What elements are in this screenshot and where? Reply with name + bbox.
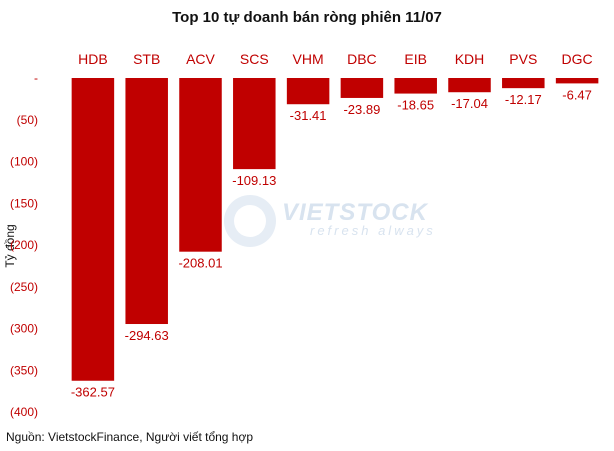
y-tick-label: (400)	[10, 405, 38, 419]
vietstock-watermark: VIETSTOCK refresh always	[224, 195, 436, 247]
category-label: DGC	[562, 51, 593, 67]
bar	[179, 78, 222, 252]
y-axis-ticks: - (50) (100) (150) (200) (250) (300) (350) (400)	[10, 71, 38, 419]
category-labels: HDB STB ACV SCS VHM DBC EIB KDH PVS DGC	[78, 51, 593, 67]
value-label: -12.17	[505, 92, 542, 107]
y-tick-label: (250)	[10, 280, 38, 294]
value-label: -31.41	[290, 108, 327, 123]
category-label: PVS	[509, 51, 537, 67]
category-label: VHM	[293, 51, 324, 67]
value-label: -109.13	[232, 173, 276, 188]
bar	[502, 78, 545, 89]
bar	[286, 78, 330, 105]
value-label: -23.89	[343, 102, 380, 117]
value-labels: -362.57 -294.63 -208.01 -109.13 -31.41 -23.89…	[71, 87, 592, 399]
value-label: -208.01	[178, 256, 222, 271]
bar	[125, 78, 168, 325]
category-label: KDH	[455, 51, 485, 67]
y-tick-label: (200)	[10, 238, 38, 252]
source-note: Nguồn: VietstockFinance, Người viết tổng…	[6, 430, 254, 444]
category-label: EIB	[404, 51, 427, 67]
y-tick-label: (350)	[10, 363, 38, 377]
bar	[448, 78, 491, 93]
value-label: -294.63	[125, 328, 169, 343]
y-tick-label: -	[34, 71, 38, 85]
bars	[71, 78, 599, 381]
bar	[394, 78, 437, 94]
bar	[555, 78, 599, 84]
y-axis-label: Tỷ đồng	[3, 224, 17, 267]
bar	[71, 78, 115, 381]
watermark-tagline: refresh always	[310, 223, 436, 238]
y-tick-label: (300)	[10, 322, 38, 336]
chart-title: Top 10 tự doanh bán ròng phiên 11/07	[172, 9, 442, 26]
category-label: ACV	[186, 51, 215, 67]
y-tick-label: (50)	[17, 113, 38, 127]
bar	[340, 78, 384, 98]
value-label: -17.04	[451, 96, 488, 111]
y-tick-label: (150)	[10, 196, 38, 210]
value-label: -6.47	[562, 87, 592, 102]
category-label: HDB	[78, 51, 108, 67]
bar	[233, 78, 276, 170]
y-tick-label: (100)	[10, 155, 38, 169]
watermark-brand: VIETSTOCK	[282, 199, 429, 226]
category-label: DBC	[347, 51, 377, 67]
category-label: STB	[133, 51, 160, 67]
value-label: -18.65	[397, 98, 434, 113]
value-label: -362.57	[71, 385, 115, 400]
category-label: SCS	[240, 51, 269, 67]
